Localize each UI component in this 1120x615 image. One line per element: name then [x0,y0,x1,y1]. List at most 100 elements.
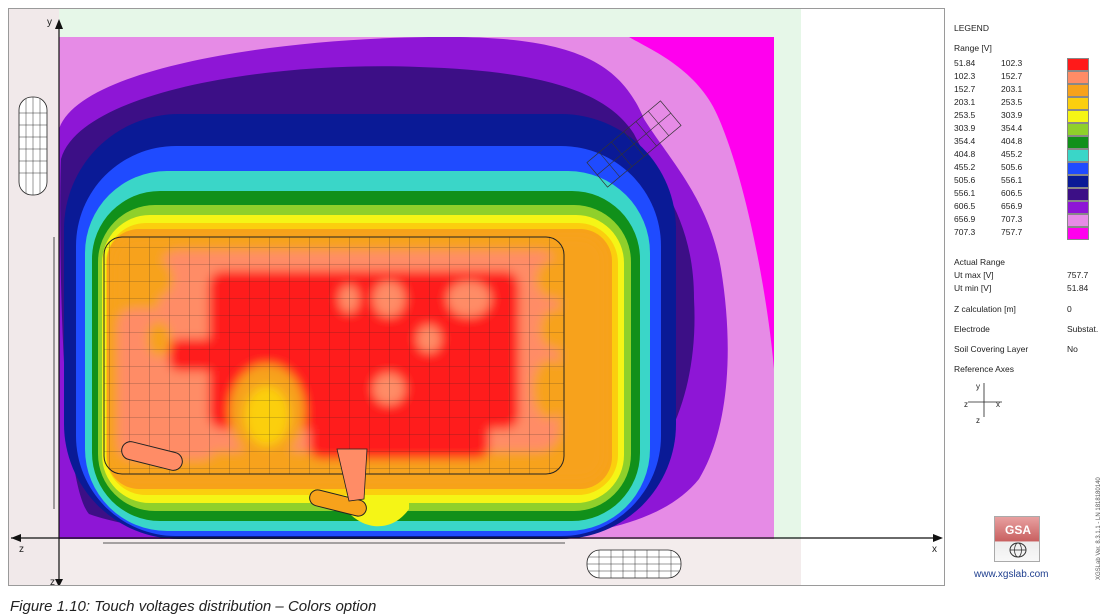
gsa-logo: GSA [994,516,1040,562]
cylinder-electrode-bottom [586,549,682,579]
legend-range-from: 354.4 [954,136,976,146]
legend-color-swatch [1067,71,1089,84]
top-strip [59,9,801,37]
plot-axes [11,19,943,585]
legend-range-to: 152.7 [1001,71,1023,81]
ref-axis-z-left: z [964,400,968,409]
grid-mesh [104,237,564,474]
right-strip [774,9,801,585]
ut-max-label: Ut max [V] [954,270,994,280]
electrode-value: Substat. [1067,324,1099,334]
legend-range-from: 556.1 [954,188,976,198]
legend-range-to: 354.4 [1001,123,1023,133]
legend-row: 203.1 253.5 [954,97,1114,110]
legend-range-to: 707.3 [1001,214,1023,224]
cylinder-electrode-left [18,96,48,196]
legend-range-to: 556.1 [1001,175,1023,185]
electrode-capsule-bottom [309,489,367,517]
legend-range-to: 656.9 [1001,201,1023,211]
legend-row: 556.1 606.5 [954,188,1114,201]
legend-range-to: 253.5 [1001,97,1023,107]
z-calc-label: Z calculation [m] [954,304,1016,314]
range-label: Range [V] [954,43,992,53]
legend-range-to: 606.5 [1001,188,1023,198]
axis-label-z-left: z [19,544,24,555]
legend-range-to: 455.2 [1001,149,1023,159]
legend-color-swatch [1067,188,1089,201]
soil-label: Soil Covering Layer [954,344,1029,354]
legend-range-from: 505.6 [954,175,976,185]
legend-color-swatch [1067,110,1089,123]
legend-range-to: 203.1 [1001,84,1023,94]
legend-range-from: 102.3 [954,71,976,81]
ref-axis-x: x [996,400,1000,409]
legend-range-to: 505.6 [1001,162,1023,172]
legend-row: 303.9 354.4 [954,123,1114,136]
legend-color-swatch [1067,84,1089,97]
legend-range-from: 404.8 [954,149,976,159]
electrode-label: Electrode [954,324,990,334]
contour-bands [59,37,774,539]
legend-row: 51.84 102.3 [954,58,1114,71]
legend-row: 354.4 404.8 [954,136,1114,149]
legend-range-from: 606.5 [954,201,976,211]
contour-plot: y z x z [9,9,944,586]
axis-label-z-bottom: z [50,577,55,586]
legend-range-from: 656.9 [954,214,976,224]
plot-frame: y z x z [8,8,945,586]
legend-color-swatch [1067,123,1089,136]
legend-color-swatch [1067,149,1089,162]
legend-panel: LEGEND Range [V] 51.84 102.3 102.3 152.7 152… [948,8,1120,586]
legend-range-from: 152.7 [954,84,976,94]
axis-label-y: y [47,17,52,28]
legend-range-from: 51.84 [954,58,976,68]
legend-title: LEGEND [954,23,989,33]
legend-range-to: 404.8 [1001,136,1023,146]
legend-row: 707.3 757.7 [954,227,1114,240]
legend-row: 606.5 656.9 [954,201,1114,214]
axis-label-x: x [932,544,937,555]
legend-range-to: 757.7 [1001,227,1023,237]
website-link[interactable]: www.xgslab.com [974,569,1049,580]
legend-color-swatch [1067,214,1089,227]
legend-color-swatch [1067,136,1089,149]
actual-range-label: Actual Range [954,257,1006,267]
legend-range-from: 455.2 [954,162,976,172]
legend-range-from: 203.1 [954,97,976,107]
ut-min-label: Ut min [V] [954,283,992,293]
legend-row: 253.5 303.9 [954,110,1114,123]
legend-range-from: 707.3 [954,227,976,237]
legend-range-to: 303.9 [1001,110,1023,120]
legend-color-swatch [1067,201,1089,214]
globe-icon [1009,542,1027,558]
mesh-element-top-right [586,100,682,188]
legend-row: 152.7 203.1 [954,84,1114,97]
legend-row: 404.8 455.2 [954,149,1114,162]
legend-color-swatch [1067,58,1089,71]
figure-caption: Figure 1.10: Touch voltages distribution… [10,598,377,615]
legend-row: 102.3 152.7 [954,71,1114,84]
legend-color-swatch [1067,175,1089,188]
legend-range-from: 253.5 [954,110,976,120]
ref-axes-label: Reference Axes [954,364,1015,374]
legend-range-from: 303.9 [954,123,976,133]
gsa-logo-text: GSA [1004,523,1031,537]
ref-axis-y: y [976,382,980,391]
legend-color-swatch [1067,227,1089,240]
ut-min-value: 51.84 [1067,283,1089,293]
legend-range-to: 102.3 [1001,58,1023,68]
ref-axis-z-bottom: z [976,416,980,425]
grid-outline [103,236,565,475]
legend-row: 505.6 556.1 [954,175,1114,188]
z-calc-value: 0 [1067,304,1072,314]
legend-row: 455.2 505.6 [954,162,1114,175]
bottom-strip [59,539,801,585]
electrode-capsule-left [121,441,183,471]
version-text: XGSLab Ver. 8.3.1.1 - LN 1818180140 [1096,477,1102,580]
soil-value: No [1067,344,1078,354]
legend-color-swatch [1067,97,1089,110]
reference-axes-icon: y z x z [964,382,1002,425]
electrode-stem [336,448,368,502]
legend-row: 656.9 707.3 [954,214,1114,227]
ut-max-value: 757.7 [1067,270,1089,280]
